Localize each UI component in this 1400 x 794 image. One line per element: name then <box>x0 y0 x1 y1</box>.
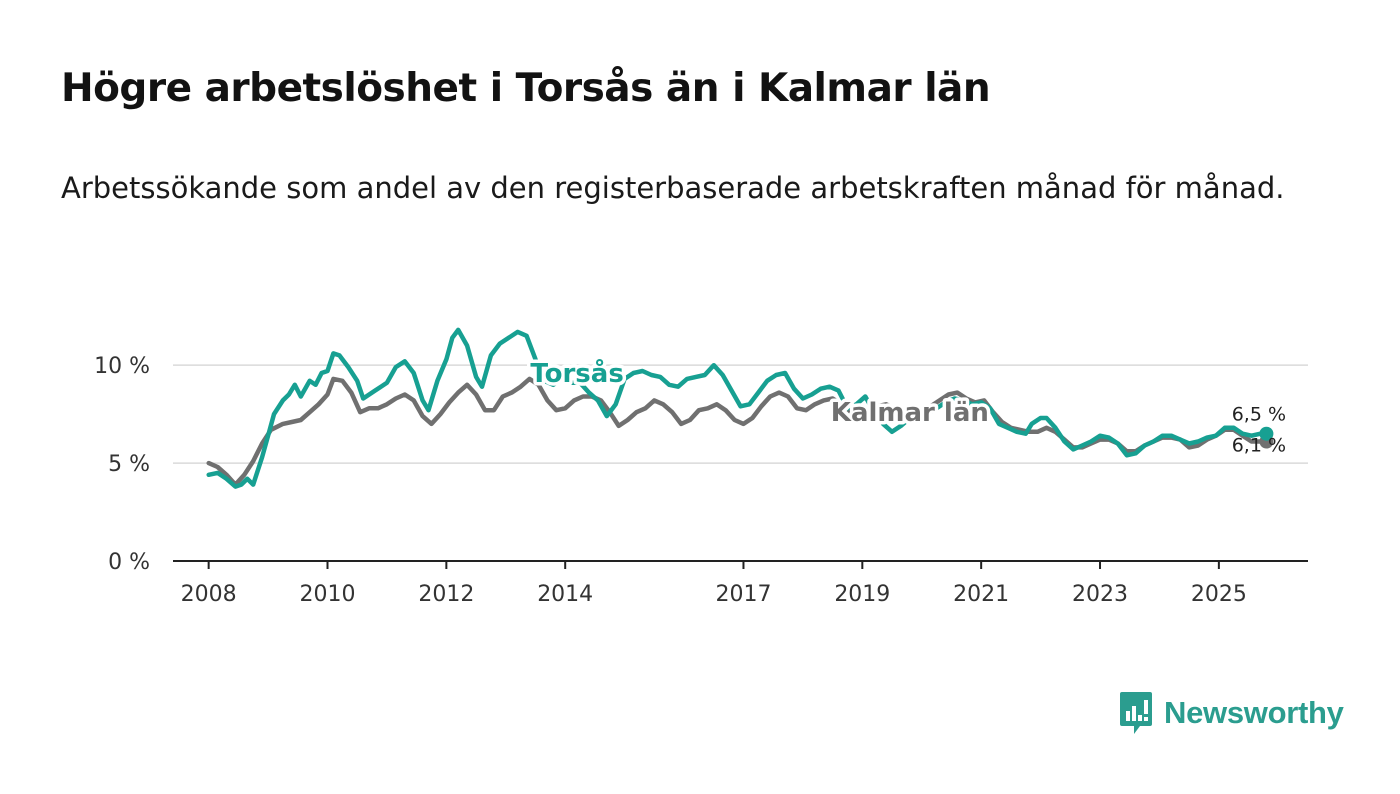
series-lines <box>206 327 1274 489</box>
x-tick-label: 2019 <box>834 582 890 607</box>
x-axis: 2008 2010 2012 2014 2017 2019 2021 2023 2025 <box>173 560 1308 607</box>
newsworthy-logo-text: Newsworthy <box>1164 695 1344 730</box>
x-tick-label: 2017 <box>715 582 771 607</box>
gridlines <box>173 364 1308 464</box>
y-axis: 0 % 5 % 10 % <box>94 354 150 575</box>
series-label-kalmar-lan: Kalmar län <box>831 398 989 428</box>
x-tick-label: 2021 <box>953 582 1009 607</box>
x-tick-label: 2025 <box>1191 582 1247 607</box>
y-tick-label: 0 % <box>108 550 150 575</box>
end-point-tors-s <box>1259 426 1274 441</box>
x-tick-label: 2014 <box>537 582 593 607</box>
chart-subtitle: Arbetssökande som andel av den registerb… <box>61 171 1285 205</box>
x-tick-label: 2012 <box>418 582 474 607</box>
newsworthy-logo-icon <box>1120 692 1152 734</box>
x-tick-label: 2023 <box>1072 582 1128 607</box>
series-label-torsas: Torsås <box>530 357 623 389</box>
y-tick-label: 10 % <box>94 354 150 379</box>
end-value-label-torsas: 6,5 % <box>1232 404 1286 426</box>
y-tick-label: 5 % <box>108 452 150 477</box>
x-tick-label: 2010 <box>300 582 356 607</box>
chart-title: Högre arbetslöshet i Torsås än i Kalmar … <box>61 66 991 111</box>
newsworthy-logo: Newsworthy <box>1118 690 1344 736</box>
series-line-tors-s <box>206 327 1269 489</box>
x-tick-label: 2008 <box>181 582 237 607</box>
end-value-label-kalmar-lan: 6,1 % <box>1232 435 1286 457</box>
series-labels: Torsås Kalmar län 6,5 % 6,1 % <box>527 354 1286 457</box>
line-chart: 0 %5 %10 % 2008 2010 2012 2014 2017 2019 2021 2… <box>94 327 1308 607</box>
